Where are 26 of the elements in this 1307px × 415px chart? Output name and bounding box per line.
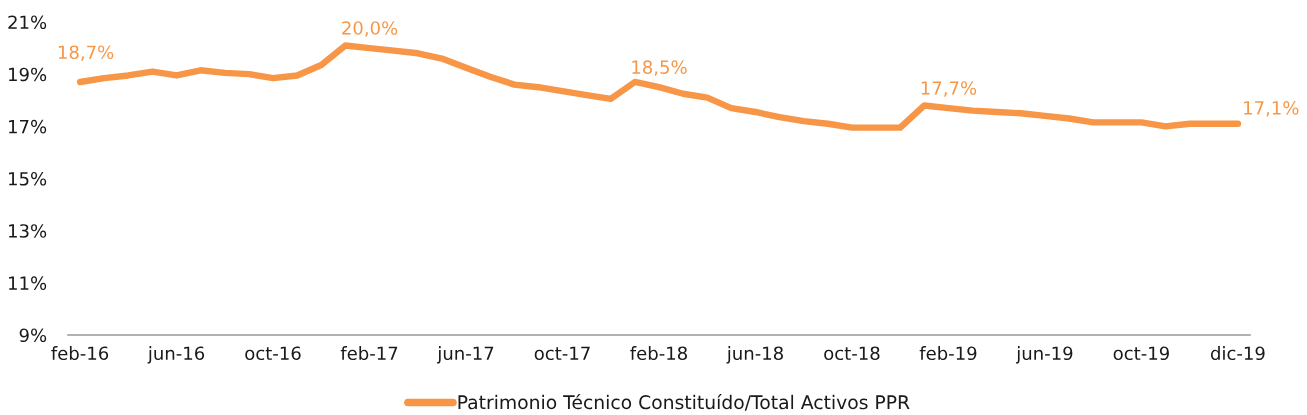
x-tick-label: oct-17 — [534, 346, 590, 361]
data-label: 18,7% — [58, 45, 114, 61]
y-tick-label: 19% — [9, 67, 47, 82]
x-tick-label: jun-19 — [1015, 346, 1073, 364]
x-tick-label: feb-16 — [51, 346, 109, 361]
x-tick-label: jun-16 — [147, 346, 205, 364]
x-tick-label: feb-19 — [919, 346, 977, 361]
data-label: 20,0% — [342, 21, 398, 37]
y-tick-label: 17% — [9, 119, 47, 134]
x-tick-label: jun-18 — [726, 346, 783, 364]
x-tick-label: oct-16 — [245, 346, 301, 361]
x-tick-label: oct-18 — [824, 346, 880, 361]
x-tick-label: feb-18 — [630, 346, 687, 361]
y-tick-label: 9% — [19, 328, 47, 343]
x-tick-label: oct-19 — [1113, 346, 1169, 361]
y-tick-label: 11% — [9, 276, 47, 290]
y-tick-label: 21% — [8, 15, 47, 30]
data-label: 17,7% — [921, 81, 977, 97]
x-tick-label: jun-17 — [437, 346, 494, 364]
data-label: 17,1% — [1244, 101, 1299, 117]
data-label: 18,5% — [632, 60, 687, 76]
y-tick-label: 15% — [9, 171, 47, 186]
legend-label: Patrimonio Técnico Constituído/Total Activos PPR — [458, 394, 910, 411]
x-tick-label: dic-19 — [1210, 346, 1265, 361]
x-tick-label: feb-17 — [340, 346, 398, 361]
y-tick-label: 13% — [9, 224, 47, 238]
